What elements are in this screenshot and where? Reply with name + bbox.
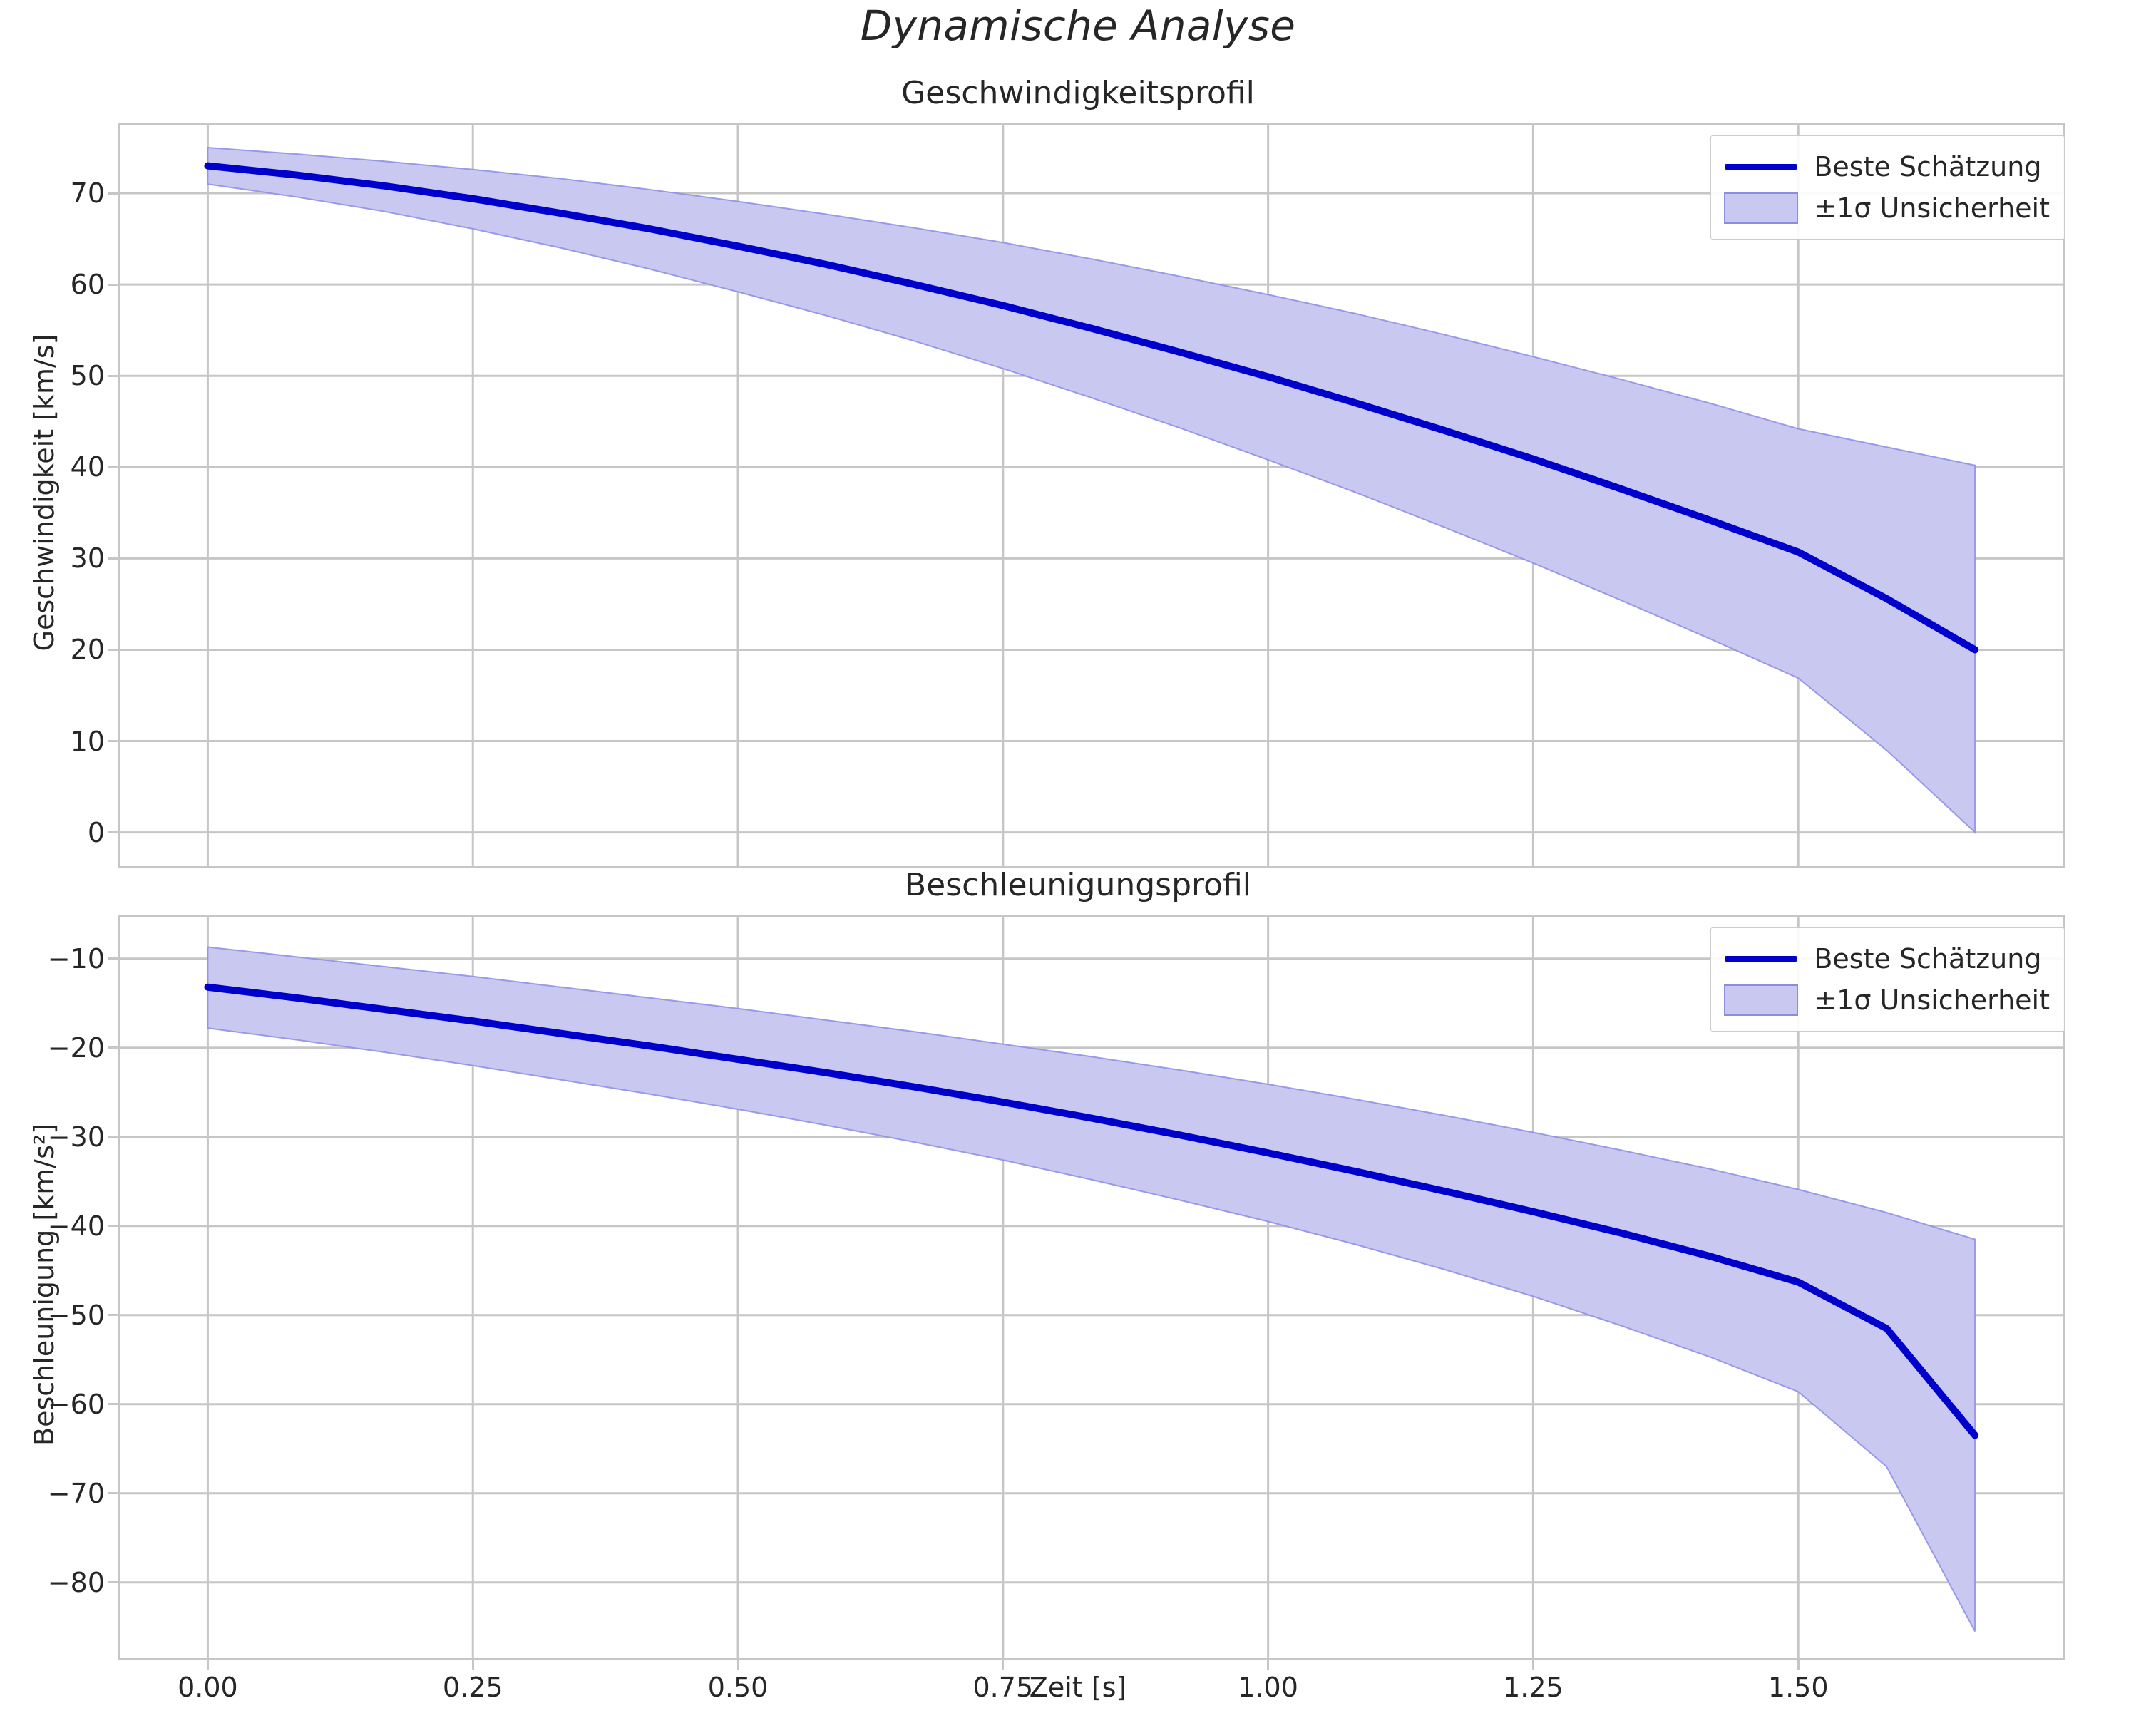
x-tick-label: 1.25 xyxy=(1503,1672,1564,1703)
subplot-title-velocity: Geschwindigkeitsprofil xyxy=(901,75,1255,111)
legend-band-swatch xyxy=(1724,192,1799,224)
x-tick-label: 0.25 xyxy=(442,1672,503,1703)
legend-entry-line: Beste Schätzung xyxy=(1724,146,2050,187)
y-tick-label: −20 xyxy=(47,1032,105,1064)
x-tick-label: 0.50 xyxy=(707,1672,769,1703)
y-tick-label: −80 xyxy=(47,1566,105,1598)
tick-mark xyxy=(108,957,118,960)
tick-mark xyxy=(108,374,118,377)
tick-mark xyxy=(1797,1660,1800,1670)
tick-mark xyxy=(108,1046,118,1049)
tick-mark xyxy=(108,1492,118,1495)
y-tick-label: 50 xyxy=(70,360,105,392)
tick-mark xyxy=(1531,1660,1534,1670)
x-tick-label: 1.00 xyxy=(1238,1672,1298,1703)
acceleration-plot-area xyxy=(118,915,2065,1660)
y-tick-label: 70 xyxy=(70,178,105,210)
y-tick-label: −30 xyxy=(47,1121,105,1153)
y-tick-label: 20 xyxy=(70,634,105,666)
tick-mark xyxy=(108,1403,118,1406)
tick-mark xyxy=(108,648,118,651)
tick-mark xyxy=(108,283,118,286)
acceleration-plot-svg xyxy=(120,917,2063,1658)
figure-suptitle: Dynamische Analyse xyxy=(860,1,1296,50)
legend-line-swatch xyxy=(1724,945,1798,973)
velocity-plot-svg xyxy=(120,125,2063,866)
legend-band-label: ±1σ Unsicherheit xyxy=(1814,192,2050,224)
tick-mark xyxy=(206,1660,209,1670)
legend-entry-band: ±1σ Unsicherheit xyxy=(1724,979,2050,1021)
y-tick-label: −40 xyxy=(47,1210,105,1242)
x-axis-label: Zeit [s] xyxy=(1029,1672,1127,1703)
tick-mark xyxy=(108,740,118,743)
y-tick-label: 30 xyxy=(70,542,105,575)
tick-mark xyxy=(1267,1660,1270,1670)
tick-mark xyxy=(108,1314,118,1317)
y-tick-label: −10 xyxy=(47,942,105,974)
velocity-plot-area xyxy=(118,123,2065,868)
legend-band-swatch xyxy=(1724,984,1799,1016)
legend-entry-band: ±1σ Unsicherheit xyxy=(1724,187,2050,229)
x-tick-label: 0.75 xyxy=(972,1672,1034,1703)
acceleration-legend: Beste Schätzung ±1σ Unsicherheit xyxy=(1710,927,2065,1032)
y-tick-label: −70 xyxy=(47,1477,105,1509)
tick-mark xyxy=(108,192,118,195)
legend-band-label: ±1σ Unsicherheit xyxy=(1814,984,2050,1016)
legend-line-label: Beste Schätzung xyxy=(1814,943,2042,974)
subplot-title-acceleration: Beschleunigungsprofil xyxy=(904,867,1252,903)
tick-mark xyxy=(108,1581,118,1584)
velocity-legend: Beste Schätzung ±1σ Unsicherheit xyxy=(1710,135,2065,240)
x-tick-label: 0.00 xyxy=(178,1672,238,1703)
acceleration-y-axis-label: Beschleunigung [km/s²] xyxy=(29,1123,60,1446)
tick-mark xyxy=(108,466,118,468)
tick-mark xyxy=(1002,1660,1005,1670)
legend-line-label: Beste Schätzung xyxy=(1814,151,2042,182)
tick-mark xyxy=(108,831,118,834)
y-tick-label: 0 xyxy=(87,816,105,848)
y-tick-label: 10 xyxy=(70,725,105,757)
x-tick-label: 1.50 xyxy=(1767,1672,1829,1703)
tick-mark xyxy=(471,1660,474,1670)
tick-mark xyxy=(108,557,118,560)
y-tick-label: −60 xyxy=(47,1388,105,1420)
tick-mark xyxy=(736,1660,739,1670)
y-tick-label: −50 xyxy=(47,1299,105,1331)
legend-line-swatch xyxy=(1724,153,1798,181)
y-tick-label: 40 xyxy=(70,451,105,483)
tick-mark xyxy=(108,1225,118,1228)
legend-entry-line: Beste Schätzung xyxy=(1724,938,2050,979)
y-tick-label: 60 xyxy=(70,269,105,301)
tick-mark xyxy=(108,1136,118,1138)
